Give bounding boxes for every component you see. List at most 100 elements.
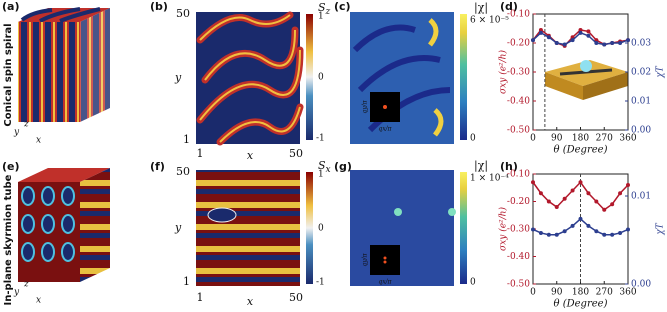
data-point xyxy=(586,223,591,228)
inset-y-label: qy/π xyxy=(362,252,369,266)
colorbar-title: |χ| xyxy=(474,1,488,15)
x-tick-label: 1 xyxy=(197,147,204,160)
axis-label: x xyxy=(36,296,41,306)
symbol: S xyxy=(318,159,326,172)
data-point xyxy=(570,38,575,43)
data-point xyxy=(578,180,583,185)
x-tick-label: 90 xyxy=(551,134,563,144)
inset-y-label: qy/π xyxy=(362,99,369,113)
data-point xyxy=(562,196,567,201)
data-point xyxy=(531,227,535,232)
y-tick-label: 1 xyxy=(183,133,190,146)
colorbar-title: Sz xyxy=(318,1,331,17)
y-label: σxy (e²/h) xyxy=(498,207,509,251)
y2-label: χT xyxy=(656,65,666,78)
data-point xyxy=(578,27,583,32)
y-tick-label: -0.30 xyxy=(507,68,530,78)
y2-tick-label: 0.00 xyxy=(631,126,651,136)
panel-label: (b) xyxy=(150,0,168,13)
axis-label: z xyxy=(23,280,29,290)
colorbar-title: Sx xyxy=(318,159,331,175)
x-tick-label: 270 xyxy=(596,134,613,144)
map-g xyxy=(350,170,467,286)
axis-label: y xyxy=(13,128,20,138)
colorbar-tick: -1 xyxy=(316,278,325,288)
y-label: y xyxy=(174,221,182,234)
map-c xyxy=(350,12,467,144)
colorbar-tick: 1 xyxy=(318,170,324,180)
data-point xyxy=(618,230,623,235)
colorbar-tick: 0 xyxy=(318,73,324,83)
x-tick-label: 180 xyxy=(572,288,589,298)
y-tick-label: -0.30 xyxy=(507,225,530,235)
data-point xyxy=(586,33,591,38)
data-point xyxy=(594,41,599,45)
colorbar-tick: 6 × 10⁻⁵ xyxy=(470,16,509,26)
y2-tick-label: 0.01 xyxy=(631,192,651,202)
data-point xyxy=(610,41,615,45)
x-tick-label: 1 xyxy=(197,291,204,304)
colorbar-tick: 0 xyxy=(470,278,476,288)
y-tick-label: -0.40 xyxy=(507,97,530,107)
y-label: σxy (e²/h) xyxy=(498,50,509,94)
data-point xyxy=(578,216,583,221)
subscript: z xyxy=(325,7,331,17)
y-tick-label: -0.50 xyxy=(507,280,530,290)
y-tick-label: -0.40 xyxy=(507,252,530,262)
data-point xyxy=(594,229,599,234)
x-tick-label: 360 xyxy=(619,288,636,298)
data-point xyxy=(610,202,615,207)
data-point xyxy=(531,180,535,185)
panel-label: (a) xyxy=(2,0,19,13)
data-point xyxy=(626,227,630,232)
data-point xyxy=(602,232,607,237)
x-label: x xyxy=(247,149,254,162)
colorbar-tick: 1 xyxy=(318,12,324,22)
panel-label: (g) xyxy=(334,160,352,173)
data-point xyxy=(626,183,630,187)
side-label: In-plane skyrmion tube xyxy=(3,174,14,305)
axis-label: z xyxy=(23,120,29,130)
y-tick-label: -0.20 xyxy=(507,39,530,49)
data-point xyxy=(546,232,551,237)
y-tick-label: 50 xyxy=(176,165,190,178)
y2-tick-label: 0.02 xyxy=(631,68,651,78)
data-point xyxy=(626,38,630,43)
panel-label: (c) xyxy=(334,0,351,13)
y-tick-label: -0.50 xyxy=(507,126,530,136)
cube-e xyxy=(18,168,110,282)
x-label: θ (Degree) xyxy=(554,145,608,156)
data-point xyxy=(610,232,615,237)
data-point xyxy=(538,230,543,235)
colorbar-tick: 0 xyxy=(318,224,324,234)
data-point xyxy=(618,41,623,45)
cube-a xyxy=(18,7,110,122)
inset-x-label: qx/π xyxy=(378,279,392,286)
y2-tick-label: 0.00 xyxy=(631,280,651,290)
data-point xyxy=(546,35,551,40)
data-point xyxy=(562,229,567,234)
device-inset xyxy=(545,60,628,100)
data-point xyxy=(570,223,575,228)
x-tick-label: 360 xyxy=(619,134,636,144)
y2-tick-label: 0.01 xyxy=(631,97,651,107)
colorbar-title: |χ| xyxy=(474,159,488,173)
y2-tick-label: 0.03 xyxy=(631,39,651,49)
data-point xyxy=(586,29,591,34)
subscript: x xyxy=(326,165,331,175)
colorbar-tick: 0 xyxy=(470,134,476,144)
x-tick-label: 90 xyxy=(551,288,563,298)
y-tick-label: -0.20 xyxy=(507,197,530,207)
data-point xyxy=(554,232,559,237)
map-f xyxy=(196,170,313,286)
data-point xyxy=(546,199,551,204)
symbol: S xyxy=(318,1,326,14)
x-tick-label: 0 xyxy=(530,288,536,298)
data-point xyxy=(578,30,583,35)
panel-label: (f) xyxy=(150,160,165,173)
colorbar-tick: 1 × 10⁻⁴ xyxy=(470,174,509,184)
data-point xyxy=(538,27,543,32)
data-point xyxy=(554,41,559,45)
y-tick-label: -0.10 xyxy=(507,10,530,20)
x-tick-label: 50 xyxy=(289,291,303,304)
